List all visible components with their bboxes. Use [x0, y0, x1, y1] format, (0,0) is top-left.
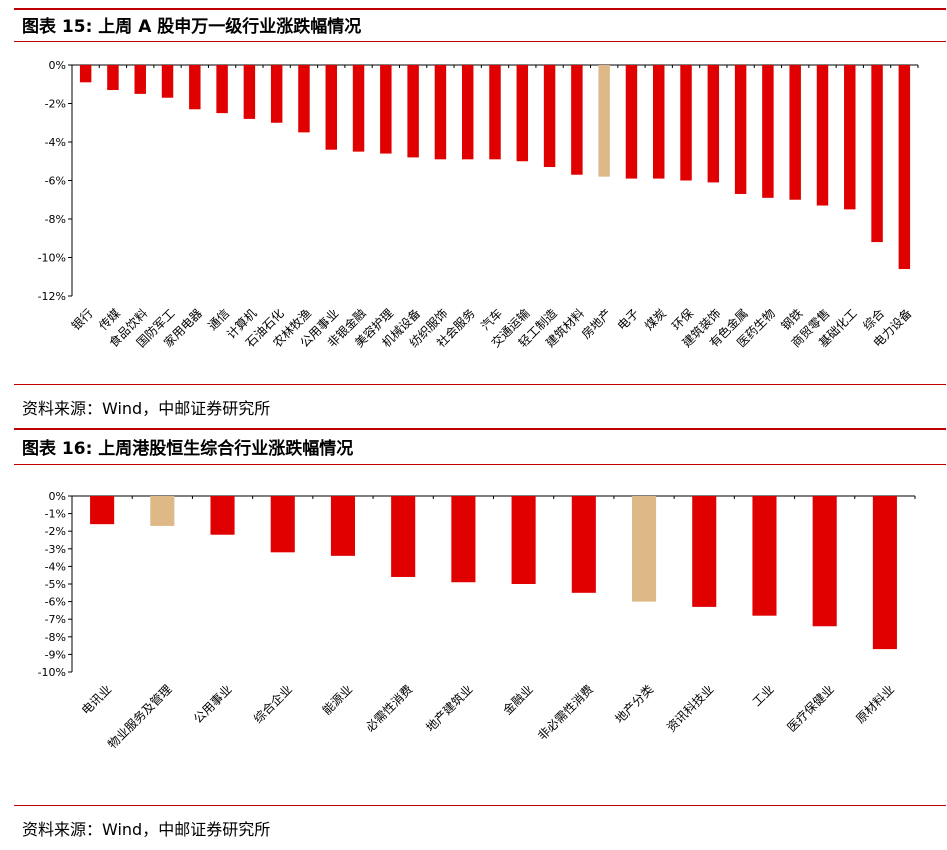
fig15-y-tick-label: 0%	[49, 59, 66, 72]
fig16-category-label: 综合企业	[250, 682, 295, 727]
fig16-category-label: 工业	[750, 682, 777, 709]
fig16-category-label: 地产建筑业	[422, 682, 475, 735]
fig15-bar	[762, 65, 774, 198]
fig16-y-tick-label: -1%	[45, 508, 66, 521]
fig16-bar	[210, 496, 235, 535]
fig16-bar	[270, 496, 295, 553]
fig16-y-tick-label: 0%	[49, 490, 66, 503]
fig15-bar	[243, 65, 256, 119]
fig15-bar	[571, 65, 583, 175]
fig16-category-label: 地产分类	[612, 682, 656, 726]
fig16-category-label: 公用事业	[191, 682, 235, 726]
fig15-bar	[789, 65, 801, 200]
fig16-bar	[692, 496, 717, 607]
fig16-bar	[150, 496, 175, 526]
fig16-bar	[391, 496, 416, 577]
fig16-y-tick-label: -8%	[45, 631, 66, 644]
fig15-bar	[516, 65, 529, 162]
fig15-category-label: 房地产	[578, 306, 614, 342]
fig15-bar	[107, 65, 119, 91]
fig16-title: 图表 16: 上周港股恒生综合行业涨跌幅情况	[22, 439, 354, 459]
fig15-bar	[461, 65, 474, 160]
fig15-bar	[816, 65, 829, 206]
fig15-bar	[134, 65, 146, 94]
fig15-bar	[270, 65, 283, 123]
fig16-y-tick-label: -5%	[45, 578, 66, 591]
fig15-bar	[844, 65, 856, 210]
fig15-bar	[680, 65, 692, 181]
fig15-category-label: 电子	[615, 306, 642, 333]
fig15-bar	[189, 65, 201, 110]
fig16-bar	[571, 496, 596, 593]
fig15-bar	[598, 65, 610, 177]
fig16-category-label: 电讯业	[79, 682, 114, 717]
fig16-category-label: 物业服务及管理	[104, 682, 174, 752]
fig16-category-label: 能源业	[320, 682, 355, 717]
fig15-bar	[653, 65, 665, 179]
fig15-bar	[898, 65, 911, 270]
fig16-bar	[330, 496, 356, 556]
fig15-bar	[489, 65, 501, 160]
fig15-y-tick-label: -12%	[38, 290, 66, 303]
fig16-category-label: 资讯科技业	[664, 682, 716, 734]
fig16-bar	[872, 496, 897, 650]
fig15-bar	[707, 65, 720, 183]
fig15-source: 资料来源：Wind，中邮证券研究所	[22, 399, 271, 418]
fig16-bar	[451, 496, 476, 583]
fig15-bar	[407, 65, 419, 158]
fig16-y-tick-label: -7%	[45, 613, 66, 626]
fig15-bar	[871, 65, 883, 243]
fig15-bar	[79, 65, 92, 83]
fig15-y-tick-label: -10%	[38, 252, 66, 265]
fig16-category-label: 金融业	[500, 682, 536, 718]
fig15-bar	[380, 65, 392, 154]
fig15-bottom-rule	[14, 384, 946, 385]
fig16-bar	[90, 496, 115, 525]
fig16-bottom-rule	[14, 805, 946, 806]
fig16-category-label: 必需性消费	[363, 682, 415, 734]
fig15-top-rule	[14, 8, 946, 10]
fig15-title: 图表 15: 上周 A 股申万一级行业涨跌幅情况	[22, 17, 362, 37]
fig15-bar	[298, 65, 310, 133]
fig15-title-rule	[14, 41, 946, 42]
fig15-y-tick-label: -6%	[45, 175, 66, 188]
fig16-category-label: 原材料业	[853, 682, 897, 726]
fig15-y-tick-label: -4%	[45, 136, 66, 149]
fig16-bar-chart: 0% -1% -2% -3% -4% -5% -6% -7% -8% -9% -10% 电讯业物业服务…	[38, 490, 916, 752]
fig15-bar	[434, 65, 447, 160]
fig15-y-tick-label: -8%	[45, 213, 66, 226]
fig15-bar	[543, 65, 556, 168]
fig16-bar	[511, 496, 536, 584]
fig15-bar	[161, 65, 174, 98]
fig15-bar	[216, 65, 228, 114]
fig15-bar	[625, 65, 638, 179]
fig16-y-tick-label: -10%	[38, 666, 66, 679]
fig16-category-label: 医疗保健业	[784, 682, 836, 734]
fig15-category-label: 银行	[69, 306, 96, 333]
fig15-bar	[352, 65, 365, 152]
fig15-bar	[734, 65, 747, 194]
fig15-category-label: 煤炭	[642, 306, 669, 333]
fig16-source: 资料来源：Wind，中邮证券研究所	[22, 820, 271, 839]
fig16-y-tick-label: -9%	[45, 648, 66, 661]
fig15-y-tick-label: -2%	[45, 98, 66, 111]
fig15-bar	[325, 65, 337, 150]
fig16-bar	[752, 496, 777, 616]
fig16-top-rule	[14, 428, 946, 430]
fig16-y-tick-label: -6%	[45, 596, 66, 609]
fig16-category-label: 非必需性消费	[535, 682, 596, 743]
fig16-bar	[812, 496, 837, 627]
fig16-bar	[631, 496, 657, 602]
fig16-y-tick-label: -3%	[45, 543, 66, 556]
fig16-y-tick-label: -2%	[45, 525, 66, 538]
fig16-title-rule	[14, 464, 946, 465]
fig16-y-tick-label: -4%	[45, 560, 66, 573]
